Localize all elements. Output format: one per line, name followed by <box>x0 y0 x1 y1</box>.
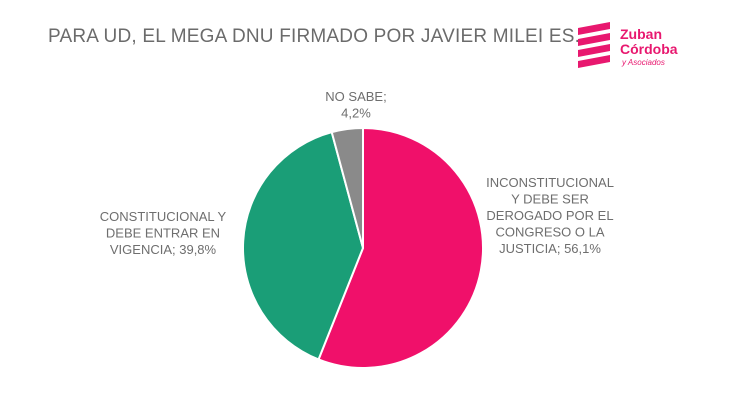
logo-line-3: y Asociados <box>622 58 665 67</box>
logo-line-2: Córdoba <box>620 41 678 57</box>
pie-slice-3 <box>330 126 364 249</box>
slice-label-2: CONSTITUCIONAL Y DEBE ENTRAR EN VIGENCIA; … <box>100 209 227 257</box>
slice-label-3: NO SABE; 4,2% <box>325 89 386 121</box>
slice-label-line: CONGRESO O LA <box>495 225 604 240</box>
slice-label-line: DEROGADO POR EL <box>486 208 613 223</box>
slice-label-line: Y DEBE SER <box>511 192 589 207</box>
slice-label-line: 4,2% <box>341 106 371 121</box>
slice-label-line: VIGENCIA; 39,8% <box>110 242 217 257</box>
logo-stripes-icon <box>578 22 610 68</box>
slice-label-line: NO SABE; <box>325 89 386 104</box>
slice-label-line: CONSTITUCIONAL Y <box>100 209 227 224</box>
pie-slice-2 <box>242 130 365 361</box>
slice-label-line: JUSTICIA; 56,1% <box>499 241 601 256</box>
slice-label-1: INCONSTITUCIONAL Y DEBE SER DEROGADO POR E… <box>486 175 614 256</box>
chart-title: PARA UD, EL MEGA DNU FIRMADO POR JAVIER … <box>48 26 592 47</box>
zuban-cordoba-logo: Zuban Córdoba y Asociados <box>574 20 694 72</box>
slice-label-line: DEBE ENTRAR EN <box>106 226 220 241</box>
logo-wordmark: Zuban Córdoba <box>620 27 678 57</box>
logo-line-1: Zuban <box>620 26 662 42</box>
slice-label-line: INCONSTITUCIONAL <box>486 175 614 190</box>
pie-slice-1 <box>317 126 484 369</box>
